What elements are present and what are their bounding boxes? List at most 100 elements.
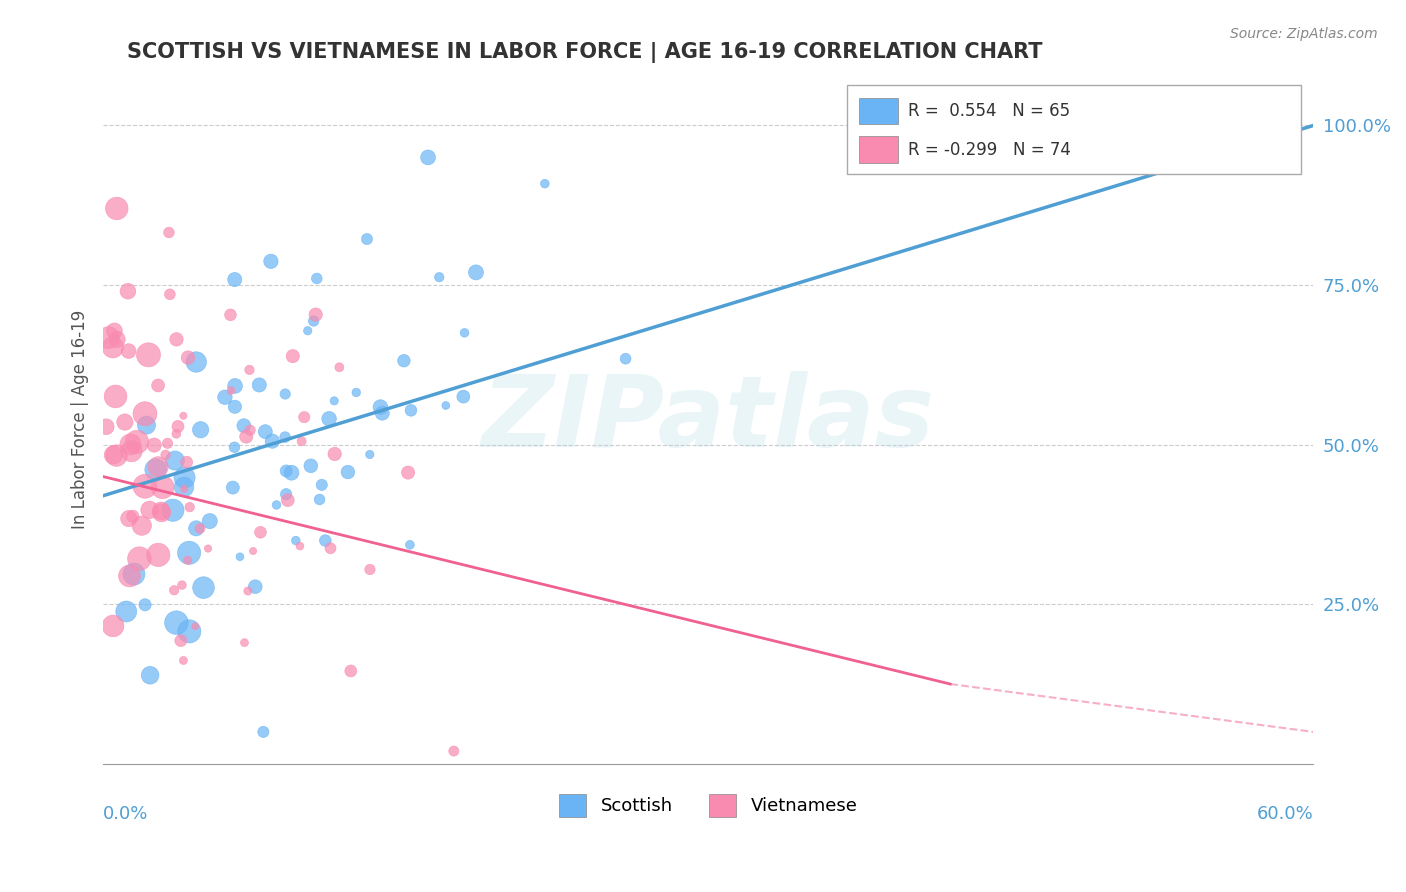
Point	[157, 226, 180, 240]
Text: 60.0%: 60.0%	[1257, 805, 1313, 823]
Point	[198, 514, 221, 528]
Bar	[859, 136, 898, 162]
Point	[186, 355, 208, 369]
Point	[173, 482, 195, 496]
Point	[416, 150, 439, 164]
Point	[534, 177, 557, 191]
Point	[254, 425, 277, 439]
Point	[242, 544, 264, 558]
Point	[277, 493, 299, 508]
Point	[166, 332, 188, 346]
Point	[186, 521, 208, 535]
Point	[170, 633, 193, 648]
Point	[150, 506, 173, 520]
Point	[266, 498, 288, 512]
Text: ZIPatlas: ZIPatlas	[482, 370, 935, 467]
Point	[105, 333, 128, 347]
Point	[117, 344, 139, 359]
Y-axis label: In Labor Force | Age 16-19: In Labor Force | Age 16-19	[72, 310, 89, 529]
Point	[143, 438, 166, 452]
Point	[233, 635, 256, 649]
Point	[152, 480, 174, 494]
Point	[314, 533, 336, 548]
Point	[188, 522, 211, 536]
Point	[238, 363, 260, 377]
Point	[172, 409, 194, 423]
Point	[121, 444, 143, 458]
Point	[292, 410, 315, 425]
Point	[165, 615, 187, 630]
Point	[252, 725, 274, 739]
Bar	[859, 98, 898, 124]
Point	[288, 539, 311, 553]
Point	[319, 541, 342, 556]
Point	[177, 546, 200, 560]
Point	[131, 518, 153, 533]
Point	[125, 434, 148, 449]
Point	[224, 379, 246, 393]
Point	[139, 668, 162, 682]
Point	[138, 503, 160, 517]
Point	[371, 406, 394, 420]
Point	[274, 487, 297, 501]
Point	[138, 348, 160, 362]
Point	[236, 584, 259, 599]
Point	[134, 407, 156, 421]
Point	[434, 399, 457, 413]
Point	[344, 385, 367, 400]
Point	[427, 270, 450, 285]
Point	[235, 429, 257, 443]
Legend: Scottish, Vietnamese: Scottish, Vietnamese	[553, 788, 865, 823]
Point	[274, 430, 297, 444]
Point	[134, 479, 156, 493]
Point	[276, 464, 298, 478]
Point	[103, 448, 125, 462]
Point	[114, 415, 136, 429]
Point	[396, 466, 419, 480]
Point	[232, 418, 254, 433]
Point	[465, 265, 488, 279]
Point	[159, 287, 181, 301]
Point	[370, 400, 392, 414]
Text: R =  0.554   N = 65: R = 0.554 N = 65	[908, 102, 1070, 120]
Point	[356, 232, 378, 246]
Point	[249, 525, 271, 540]
Point	[260, 254, 283, 268]
Point	[359, 562, 381, 576]
Point	[104, 389, 127, 403]
Point	[177, 351, 200, 365]
Point	[247, 378, 270, 392]
Text: SCOTTISH VS VIETNAMESE IN LABOR FORCE | AGE 16-19 CORRELATION CHART: SCOTTISH VS VIETNAMESE IN LABOR FORCE | …	[128, 42, 1043, 62]
Point	[311, 478, 333, 492]
Point	[103, 324, 125, 338]
Point	[135, 418, 157, 433]
Text: R = -0.299   N = 74: R = -0.299 N = 74	[908, 141, 1071, 159]
Point	[193, 581, 215, 595]
Point	[336, 465, 359, 479]
Point	[163, 583, 186, 598]
Point	[117, 285, 139, 299]
Point	[163, 453, 186, 467]
Point	[179, 500, 201, 515]
Point	[392, 353, 415, 368]
Point	[399, 538, 422, 552]
Point	[245, 580, 267, 594]
Point	[224, 440, 246, 454]
Point	[323, 447, 346, 461]
Point	[262, 434, 284, 449]
Point	[302, 314, 325, 328]
Point	[222, 481, 245, 495]
Point	[443, 744, 465, 758]
Point	[214, 390, 236, 404]
Point	[176, 553, 198, 567]
Point	[101, 619, 124, 633]
Point	[224, 400, 246, 414]
Point	[162, 503, 184, 517]
FancyBboxPatch shape	[848, 85, 1301, 175]
Point	[150, 504, 173, 518]
Point	[148, 548, 170, 562]
Point	[128, 551, 150, 566]
Point	[118, 511, 141, 525]
Point	[219, 384, 242, 398]
Text: 0.0%: 0.0%	[103, 805, 149, 823]
